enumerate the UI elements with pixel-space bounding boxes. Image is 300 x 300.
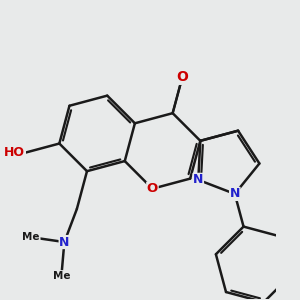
Text: N: N (230, 188, 240, 200)
Text: O: O (176, 70, 188, 84)
Text: N: N (59, 236, 70, 249)
Text: O: O (147, 182, 158, 195)
Text: N: N (193, 173, 203, 186)
Text: Me: Me (53, 271, 70, 281)
Text: Me: Me (22, 232, 40, 242)
Text: HO: HO (4, 146, 25, 159)
